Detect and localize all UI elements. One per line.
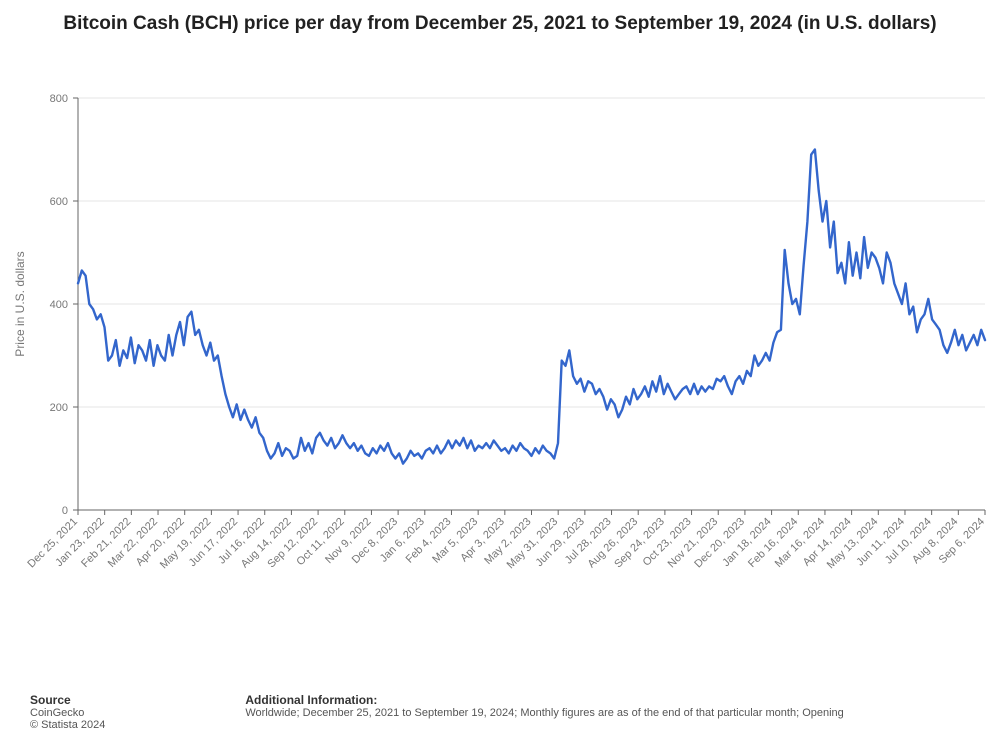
source-body: CoinGecko [30, 707, 105, 719]
chart-title: Bitcoin Cash (BCH) price per day from De… [0, 0, 1000, 36]
svg-text:Price in U.S. dollars: Price in U.S. dollars [13, 251, 27, 356]
footer: Source CoinGecko © Statista 2024 Additio… [30, 693, 1000, 731]
line-chart: 0200400600800Price in U.S. dollarsDec 25… [0, 80, 1000, 640]
svg-text:200: 200 [50, 402, 68, 414]
source-block: Source CoinGecko © Statista 2024 [30, 693, 105, 731]
svg-text:400: 400 [50, 299, 68, 311]
svg-text:800: 800 [50, 93, 68, 105]
svg-text:600: 600 [50, 196, 68, 208]
source-heading: Source [30, 693, 105, 707]
chart-container: 0200400600800Price in U.S. dollarsDec 25… [0, 80, 1000, 640]
additional-body: Worldwide; December 25, 2021 to Septembe… [245, 707, 1000, 719]
copyright-text: © Statista 2024 [30, 719, 105, 731]
svg-text:0: 0 [62, 505, 68, 517]
additional-heading: Additional Information: [245, 693, 1000, 707]
additional-info-block: Additional Information: Worldwide; Decem… [245, 693, 1000, 731]
